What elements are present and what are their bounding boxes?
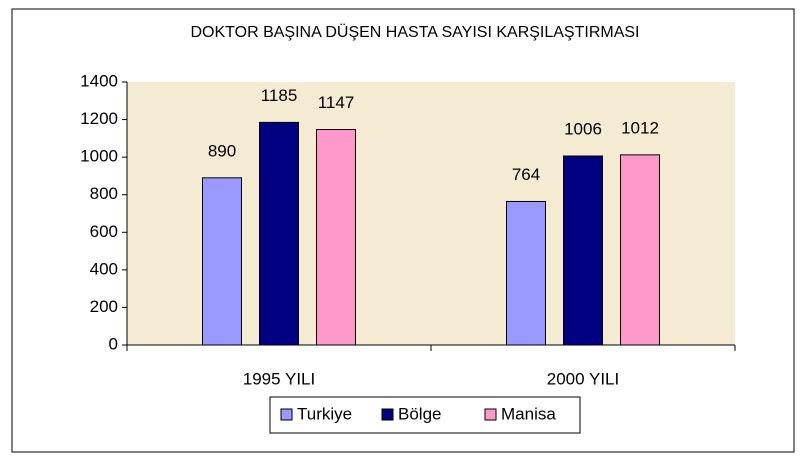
y-tick-label: 1400 [80,71,118,90]
bar [202,177,242,346]
data-label: 1185 [261,86,298,105]
legend-box [269,396,581,434]
x-tick-label: 1995 YILI [243,369,315,388]
data-label: 1147 [318,93,355,112]
chart-title: DOKTOR BAŞINA DÜŞEN HASTA SAYISI KARŞILA… [190,23,639,41]
data-label: 1006 [564,120,602,139]
y-tick-label: 1000 [80,147,118,166]
data-label: 1012 [621,118,659,137]
y-tick-label: 1200 [80,109,118,128]
bar [316,129,356,346]
y-tick-label: 0 [109,334,118,353]
legend-label: Bölge [398,404,441,423]
legend-swatch [280,408,293,421]
bar [259,121,299,346]
bar [620,154,660,346]
bar [563,155,603,346]
legend-swatch [484,408,497,421]
y-tick-label: 800 [90,184,118,203]
legend-swatch [381,408,394,421]
legend-label: Turkiye [297,404,352,423]
data-label: 890 [208,141,236,160]
legend-label: Manisa [501,404,556,423]
data-label: 764 [512,165,540,184]
y-tick-label: 200 [90,297,118,316]
bar [506,200,546,346]
x-tick-label: 2000 YILI [547,369,619,388]
y-tick-label: 600 [90,222,118,241]
y-tick-label: 400 [90,259,118,278]
